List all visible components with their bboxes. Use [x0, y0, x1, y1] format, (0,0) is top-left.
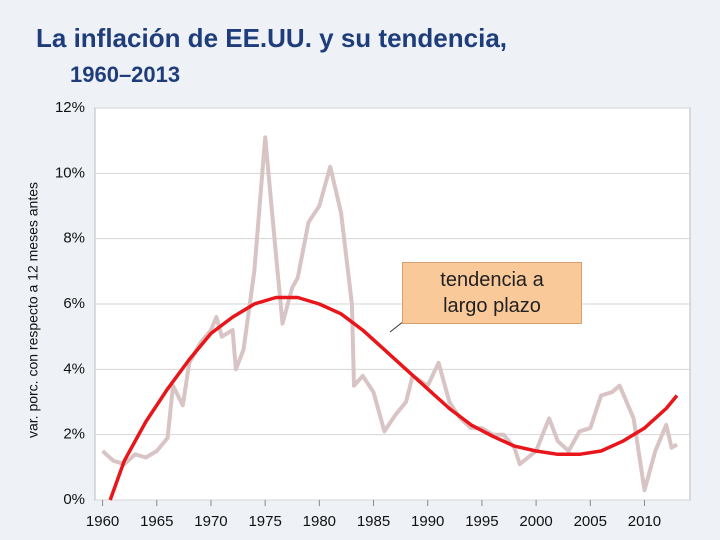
x-tick-label: 1985: [357, 513, 390, 530]
x-tick-label: 1995: [465, 513, 498, 530]
y-tick-label: 0%: [63, 491, 85, 508]
y-tick-label: 8%: [63, 230, 85, 247]
x-tick-label: 1965: [140, 513, 173, 530]
x-tick-label: 1975: [248, 513, 281, 530]
x-tick-label: 1990: [411, 513, 444, 530]
y-tick-label: 12%: [55, 99, 85, 116]
x-tick-label: 2010: [628, 513, 661, 530]
x-tick-label: 1970: [194, 513, 227, 530]
y-tick-label: 6%: [63, 295, 85, 312]
x-tick-label: 1960: [86, 513, 119, 530]
y-axis-label: var. porc. con respecto a 12 meses antes: [25, 182, 41, 438]
annotation: tendencia a largo plazo: [402, 262, 582, 324]
x-tick-label: 2000: [519, 513, 552, 530]
y-tick-label: 2%: [63, 426, 85, 443]
chart-title: La inflación de EE.UU. y su tendencia,: [36, 23, 507, 53]
x-tick-label: 2005: [574, 513, 607, 530]
series-line: [108, 295, 679, 501]
chart-subtitle: 1960–2013: [70, 62, 180, 87]
y-tick-label: 4%: [63, 360, 85, 377]
annotation-leader: [389, 320, 405, 333]
y-tick-label: 10%: [55, 164, 85, 181]
x-tick-label: 1980: [303, 513, 336, 530]
